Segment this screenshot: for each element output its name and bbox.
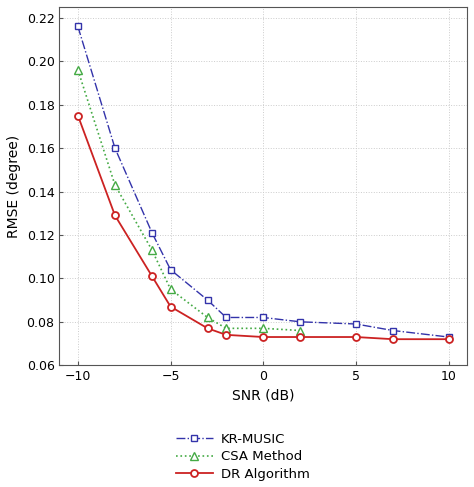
DR Algorithm: [353, 334, 359, 340]
DR Algorithm: [205, 325, 210, 331]
Line: CSA Method: CSA Method: [74, 66, 304, 335]
KR-MUSIC: [205, 297, 210, 303]
KR-MUSIC: [390, 328, 396, 334]
X-axis label: SNR (dB): SNR (dB): [232, 389, 294, 403]
DR Algorithm: [168, 304, 173, 310]
KR-MUSIC: [446, 334, 451, 340]
DR Algorithm: [149, 273, 155, 279]
Legend: KR-MUSIC, CSA Method, DR Algorithm: KR-MUSIC, CSA Method, DR Algorithm: [176, 433, 310, 481]
DR Algorithm: [260, 334, 266, 340]
KR-MUSIC: [260, 315, 266, 320]
DR Algorithm: [446, 336, 451, 342]
CSA Method: [168, 286, 173, 292]
Line: KR-MUSIC: KR-MUSIC: [74, 23, 452, 340]
DR Algorithm: [297, 334, 303, 340]
CSA Method: [149, 247, 155, 253]
DR Algorithm: [223, 332, 229, 338]
DR Algorithm: [75, 112, 81, 118]
KR-MUSIC: [168, 267, 173, 273]
KR-MUSIC: [149, 230, 155, 236]
KR-MUSIC: [112, 145, 118, 151]
KR-MUSIC: [353, 321, 359, 327]
Line: DR Algorithm: DR Algorithm: [74, 112, 452, 343]
CSA Method: [75, 67, 81, 73]
CSA Method: [112, 182, 118, 188]
CSA Method: [260, 325, 266, 331]
DR Algorithm: [390, 336, 396, 342]
KR-MUSIC: [297, 319, 303, 325]
CSA Method: [205, 315, 210, 320]
CSA Method: [223, 325, 229, 331]
KR-MUSIC: [75, 23, 81, 29]
DR Algorithm: [112, 212, 118, 218]
KR-MUSIC: [223, 315, 229, 320]
CSA Method: [297, 328, 303, 334]
Y-axis label: RMSE (degree): RMSE (degree): [7, 134, 21, 238]
